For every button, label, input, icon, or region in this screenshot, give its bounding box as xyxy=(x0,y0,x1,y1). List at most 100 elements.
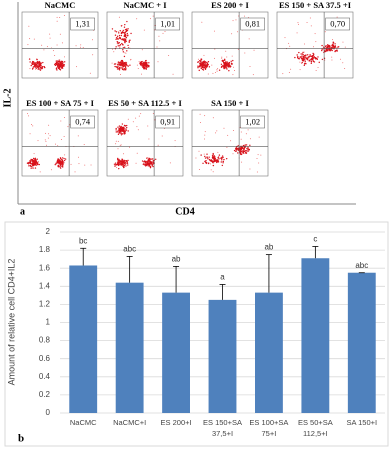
dot xyxy=(118,164,120,167)
dot xyxy=(200,61,202,63)
dot xyxy=(304,57,306,59)
dot xyxy=(114,63,117,65)
dot xyxy=(116,66,119,69)
dot xyxy=(115,129,117,131)
dot xyxy=(116,37,118,39)
dot xyxy=(49,135,51,137)
dot xyxy=(47,137,49,139)
dot xyxy=(124,52,126,54)
dot xyxy=(114,165,116,167)
dot xyxy=(116,38,119,40)
dot xyxy=(245,152,248,154)
dot xyxy=(315,41,317,43)
dot xyxy=(308,57,310,59)
x-axis-label: CD4 xyxy=(175,206,194,217)
dot xyxy=(240,148,243,151)
dot xyxy=(221,56,223,58)
dot xyxy=(152,15,154,17)
dot xyxy=(316,58,318,61)
dot xyxy=(260,154,262,156)
dot xyxy=(243,150,246,153)
dot xyxy=(39,68,41,70)
panel-value: 0,91 xyxy=(160,116,175,126)
dot xyxy=(57,67,60,70)
dot xyxy=(334,43,336,45)
dot xyxy=(207,162,210,165)
dot xyxy=(288,42,290,44)
dot xyxy=(301,63,303,65)
value-box xyxy=(155,17,180,31)
dot xyxy=(240,131,242,133)
dot xyxy=(34,167,37,169)
dot xyxy=(232,74,234,76)
dot xyxy=(39,171,41,173)
dot xyxy=(32,164,35,167)
dot xyxy=(60,120,62,122)
dot xyxy=(119,159,121,162)
dot xyxy=(302,58,305,60)
dot xyxy=(327,50,329,52)
dot xyxy=(239,149,242,151)
dot xyxy=(89,72,91,74)
dot xyxy=(126,29,129,32)
dot xyxy=(301,59,304,62)
dot xyxy=(118,38,120,40)
dot xyxy=(127,118,129,120)
dot xyxy=(138,61,140,63)
dot xyxy=(59,65,62,68)
dot xyxy=(226,64,228,66)
bar xyxy=(347,272,376,413)
x-tick-label: 37,5+I xyxy=(212,429,233,438)
dot xyxy=(55,162,57,165)
bar xyxy=(208,299,237,413)
dot xyxy=(235,19,237,21)
dot xyxy=(121,64,123,67)
dot xyxy=(121,39,124,41)
dot xyxy=(126,124,128,127)
dot xyxy=(119,132,121,134)
dot xyxy=(127,65,129,67)
dot xyxy=(69,124,71,126)
value-box xyxy=(70,115,95,129)
dot xyxy=(124,68,126,70)
dot xyxy=(120,34,123,37)
dot xyxy=(210,160,212,162)
dot xyxy=(168,54,170,56)
dot xyxy=(223,127,225,129)
y-axis-label: Amount of relative cell CD4+IL2 xyxy=(6,259,16,386)
dot xyxy=(312,60,315,63)
dot xyxy=(56,44,58,46)
dot xyxy=(147,157,149,159)
dot xyxy=(244,52,246,54)
dot xyxy=(312,54,315,57)
dot xyxy=(240,138,242,140)
dot xyxy=(118,34,121,37)
dot xyxy=(116,41,118,43)
dot xyxy=(125,68,127,70)
dot xyxy=(77,156,79,158)
x-tick-label: 75+I xyxy=(262,429,277,438)
dot xyxy=(223,66,225,68)
dot xyxy=(120,32,123,35)
dot xyxy=(198,169,200,171)
dot xyxy=(124,23,126,26)
panel-title: SA 150 + I xyxy=(211,98,249,108)
value-box xyxy=(240,115,265,129)
dot xyxy=(310,58,313,60)
dot xyxy=(142,62,145,65)
panel-letter: b xyxy=(18,433,24,445)
dot xyxy=(124,65,126,67)
bar xyxy=(255,292,283,413)
dot xyxy=(135,117,137,119)
dot xyxy=(38,62,40,64)
dot xyxy=(118,125,121,127)
dot xyxy=(336,16,338,18)
dot xyxy=(226,68,228,70)
dot xyxy=(145,68,147,70)
dot xyxy=(224,61,227,63)
dot xyxy=(313,61,316,63)
dot xyxy=(44,139,46,141)
dot xyxy=(119,128,122,130)
dot xyxy=(125,38,127,40)
